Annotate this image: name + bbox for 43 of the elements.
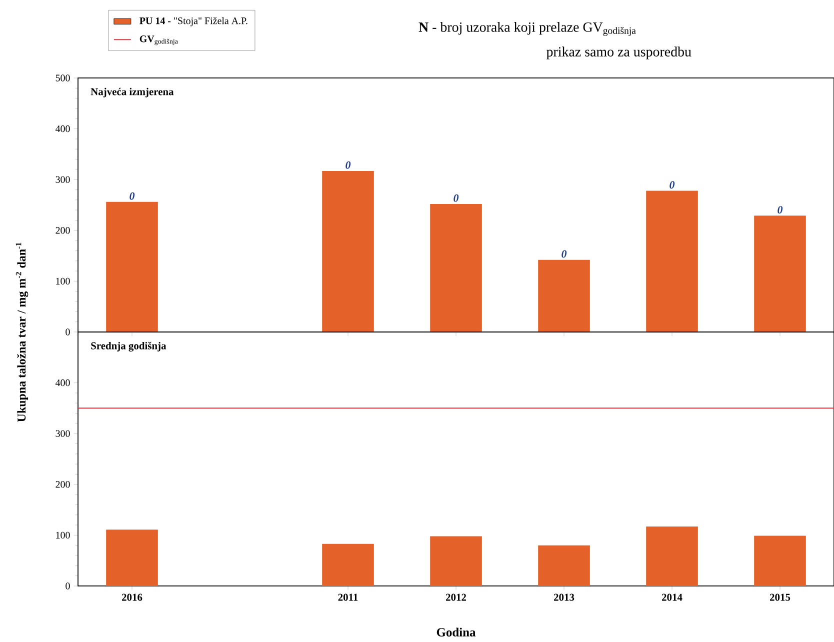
y-tick-label: 0: [66, 328, 70, 336]
annotation: 0: [454, 194, 459, 202]
bar: [430, 204, 482, 332]
y-tick-label: 400: [55, 379, 70, 386]
bar: [754, 536, 806, 586]
annotation: 0: [562, 250, 567, 258]
y-tick-label: 100: [56, 532, 70, 539]
bar: [538, 260, 590, 332]
annotation: 0: [778, 206, 783, 214]
text: N - broj uzoraka koji prelaze GV$_{godišnja}$: [418, 22, 636, 36]
annotation: 0: [130, 192, 135, 200]
bar: [322, 544, 374, 586]
bar: [754, 216, 806, 332]
y-tick-label: 200: [56, 481, 70, 488]
bar: [106, 530, 158, 586]
x-tick-label: 2012: [446, 594, 466, 601]
bar: [646, 190, 698, 332]
y-tick-label: 0: [66, 582, 70, 590]
y-tick-label: 200: [56, 227, 70, 234]
annotation: 0: [670, 181, 675, 189]
text: Srednja godišnja: [91, 342, 166, 352]
bar: [430, 536, 482, 586]
legend-label: GV$_{godišnja}$: [140, 36, 178, 46]
y-axis-title: Ukupna taložna tvar / mg m$^{-2}$ dan$^{-1}$: [16, 242, 28, 422]
bar: [538, 545, 590, 586]
x-tick-label: 2014: [662, 594, 682, 601]
y-tick-label: 500: [56, 74, 70, 82]
text: Najveća izmjerena: [90, 88, 174, 98]
y-tick-label: 100: [56, 278, 70, 285]
bar: [106, 202, 158, 332]
x-tick-label: 2015: [770, 594, 790, 601]
bar: [646, 526, 698, 586]
x-tick-label: 2016: [122, 594, 142, 601]
legend-label: PU 14 - "Stoja" Fižela A.P.: [140, 17, 248, 26]
x-tick-label: 2013: [554, 594, 574, 601]
text: prikaz samo za usporedbu: [546, 46, 692, 60]
annotation: 0: [346, 161, 351, 169]
bar: [322, 170, 374, 332]
y-tick-label: 300: [56, 430, 70, 437]
x-tick-label: 2011: [338, 594, 358, 601]
x-axis-title: Godina: [436, 628, 476, 636]
y-tick-label: 400: [55, 125, 70, 132]
y-tick-label: 300: [56, 176, 70, 183]
